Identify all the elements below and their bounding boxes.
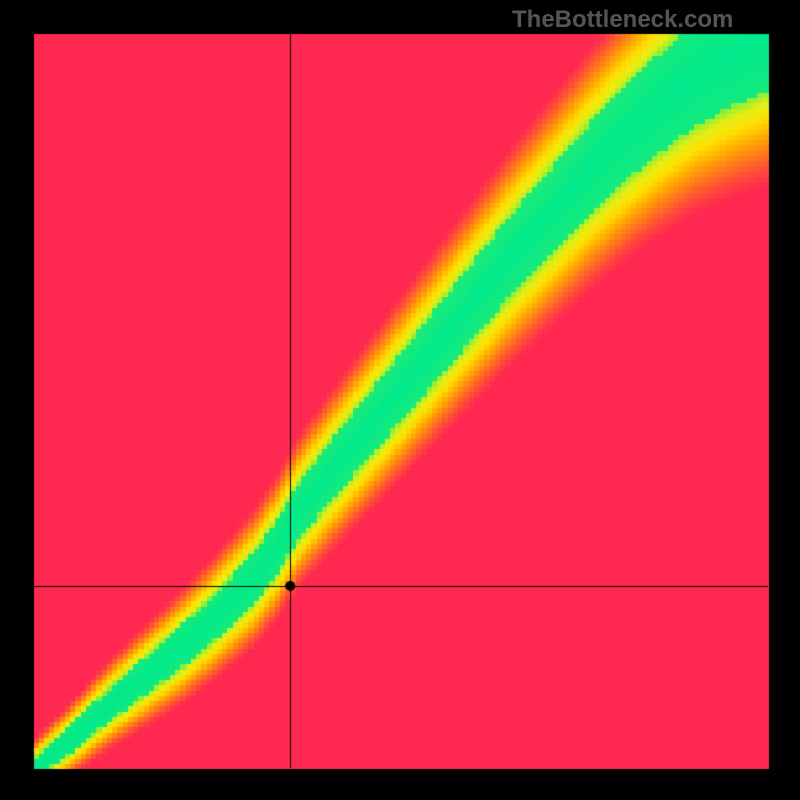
bottleneck-heatmap <box>0 0 800 800</box>
watermark-text: TheBottleneck.com <box>512 6 733 34</box>
chart-container: TheBottleneck.com <box>0 0 800 800</box>
